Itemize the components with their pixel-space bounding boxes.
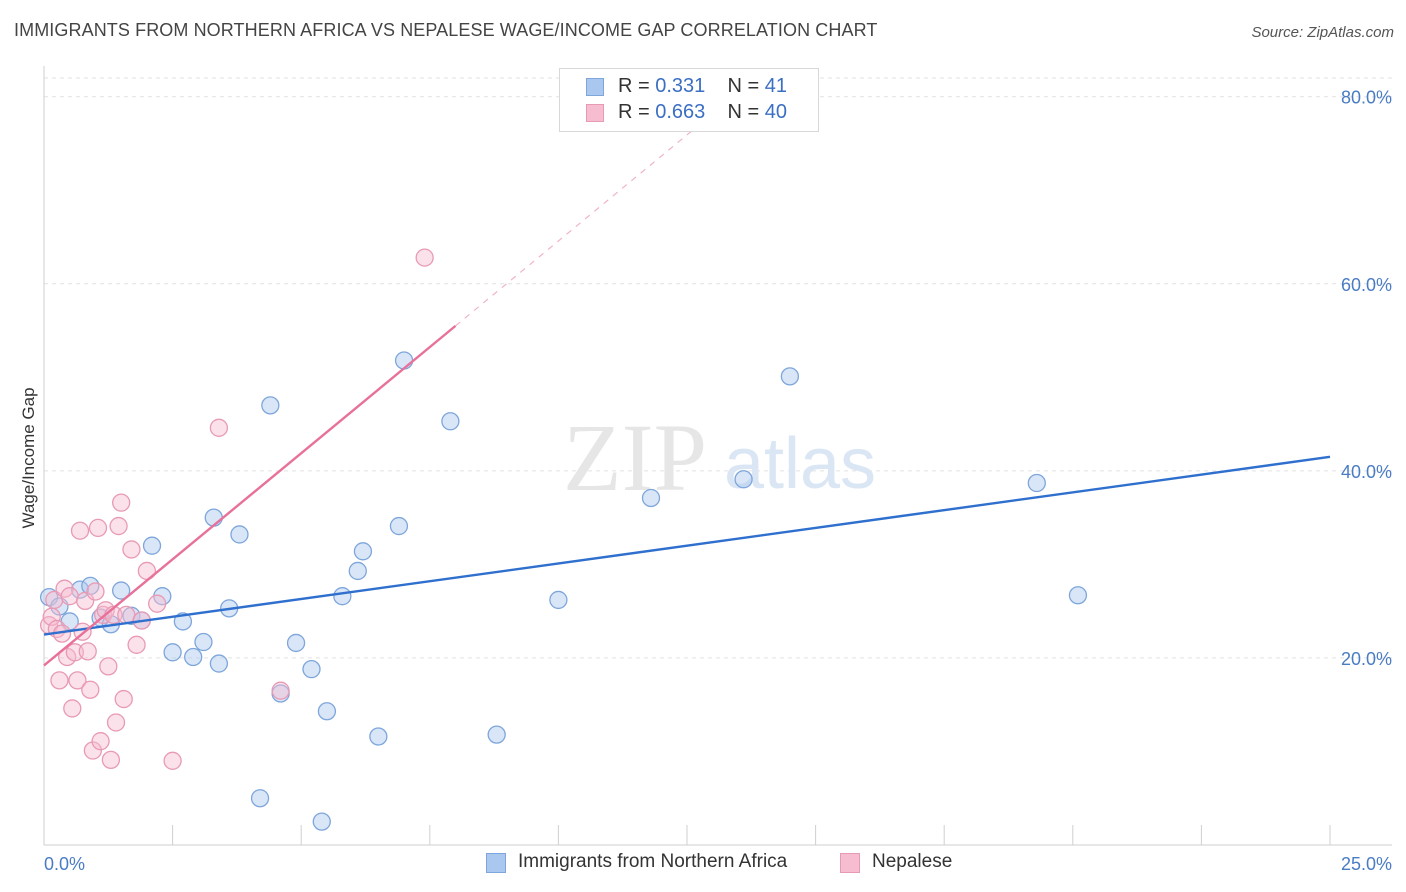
data-point-nepalese <box>101 750 121 770</box>
data-point-immigrants <box>286 633 306 653</box>
series-legend-swatch-blue <box>486 853 506 873</box>
data-point-nepalese <box>83 741 103 760</box>
trend-lines <box>43 96 1331 667</box>
correlation-legend: R = 0.331 N = 41 R = 0.663 N = 40 <box>559 68 819 132</box>
legend-n-label: N = <box>727 101 760 123</box>
data-point-nepalese <box>114 689 133 709</box>
data-point-immigrants <box>209 654 229 673</box>
data-point-immigrants <box>184 647 203 667</box>
data-point-nepalese <box>70 521 90 540</box>
data-point-immigrants <box>1068 586 1088 605</box>
data-point-immigrants <box>780 367 800 386</box>
data-point-immigrants <box>734 470 753 489</box>
data-point-nepalese <box>163 751 182 770</box>
data-point-immigrants <box>194 632 213 652</box>
legend-swatch-blue <box>586 78 604 96</box>
y-tick-label: 60.0% <box>1341 275 1392 295</box>
y-tick-label: 40.0% <box>1341 462 1392 482</box>
data-point-nepalese <box>99 657 118 676</box>
data-point-nepalese <box>88 518 108 538</box>
legend-r-value: 0.331 <box>655 75 706 97</box>
legend-r-value: 0.663 <box>655 101 706 123</box>
data-point-immigrants <box>441 412 460 431</box>
data-point-immigrants <box>204 508 223 527</box>
data-point-immigrants <box>348 561 367 581</box>
series-nepalese-points <box>39 248 434 770</box>
legend-n-value: 40 <box>764 101 788 123</box>
data-point-immigrants <box>70 580 90 599</box>
legend-text: R = 0.331 N = 41 <box>618 75 787 98</box>
legend-n-value: 41 <box>764 75 788 97</box>
data-point-immigrants <box>369 727 388 746</box>
data-point-nepalese <box>65 643 85 662</box>
legend-swatch-pink <box>586 104 604 122</box>
data-point-nepalese <box>68 671 87 690</box>
data-point-immigrants <box>394 351 414 370</box>
data-point-nepalese <box>415 248 434 267</box>
watermark-zip: ZIP <box>563 404 707 511</box>
data-point-nepalese <box>122 540 141 559</box>
data-point-immigrants <box>142 536 162 555</box>
data-point-immigrants <box>312 812 331 831</box>
series-legend-label: Nepalese <box>872 851 953 872</box>
data-point-immigrants <box>549 590 568 610</box>
data-point-nepalese <box>50 671 69 690</box>
watermark-atlas: atlas <box>724 424 876 504</box>
series-legend: Immigrants from Northern Africa Nepalese <box>0 851 1406 877</box>
legend-r-label: R = <box>618 101 650 123</box>
axes: 20.0% 40.0% 60.0% 80.0% 0.0% 25.0% <box>43 66 1392 874</box>
trendline-nepalese-extension <box>455 96 734 327</box>
series-legend-label: Immigrants from Northern Africa <box>518 851 788 872</box>
y-tick-label: 80.0% <box>1341 88 1392 108</box>
data-point-nepalese <box>148 594 167 613</box>
data-point-immigrants <box>353 542 373 561</box>
data-point-immigrants <box>261 396 280 415</box>
data-point-immigrants <box>317 702 337 721</box>
y-tick-label: 20.0% <box>1341 649 1392 669</box>
data-point-nepalese <box>109 516 128 536</box>
series-legend-swatch-pink <box>840 853 860 873</box>
data-point-nepalese <box>271 681 290 700</box>
data-point-immigrants <box>487 725 506 744</box>
y-axis-label: Wage/Income Gap <box>19 387 38 528</box>
data-point-nepalese <box>86 582 105 601</box>
x-tick-label: 25.0% <box>1341 854 1392 874</box>
x-tick-label: 0.0% <box>44 854 85 874</box>
data-point-nepalese <box>91 732 110 751</box>
legend-r-label: R = <box>618 75 650 97</box>
chart-title: IMMIGRANTS FROM NORTHERN AFRICA VS NEPAL… <box>14 20 878 40</box>
data-point-immigrants <box>173 612 193 631</box>
data-point-immigrants <box>302 660 321 679</box>
trendline-immigrants <box>43 455 1331 636</box>
data-point-nepalese <box>209 418 229 437</box>
data-point-immigrants <box>230 525 249 544</box>
data-point-immigrants <box>1027 473 1046 493</box>
data-point-nepalese <box>63 699 82 718</box>
data-point-immigrants <box>112 581 131 600</box>
data-point-nepalese <box>127 635 146 654</box>
source-label: Source: ZipAtlas.com <box>1251 24 1394 41</box>
data-point-immigrants <box>163 643 182 662</box>
data-point-immigrants <box>641 488 661 508</box>
data-point-immigrants <box>250 789 270 808</box>
series-immigrants-points <box>39 351 1088 831</box>
watermark: ZIP atlas <box>563 404 876 511</box>
data-point-immigrants <box>389 516 409 536</box>
data-point-nepalese <box>60 587 79 606</box>
data-point-immigrants <box>333 587 352 606</box>
data-point-nepalese <box>117 605 136 625</box>
data-point-nepalese <box>112 493 131 512</box>
legend-n-label: N = <box>727 75 760 97</box>
data-point-nepalese <box>78 642 97 661</box>
data-point-nepalese <box>106 713 126 732</box>
trendline-nepalese <box>43 324 457 667</box>
grid-lines <box>44 77 1392 659</box>
data-point-nepalese <box>81 680 100 699</box>
legend-text: R = 0.663 N = 40 <box>618 101 787 124</box>
